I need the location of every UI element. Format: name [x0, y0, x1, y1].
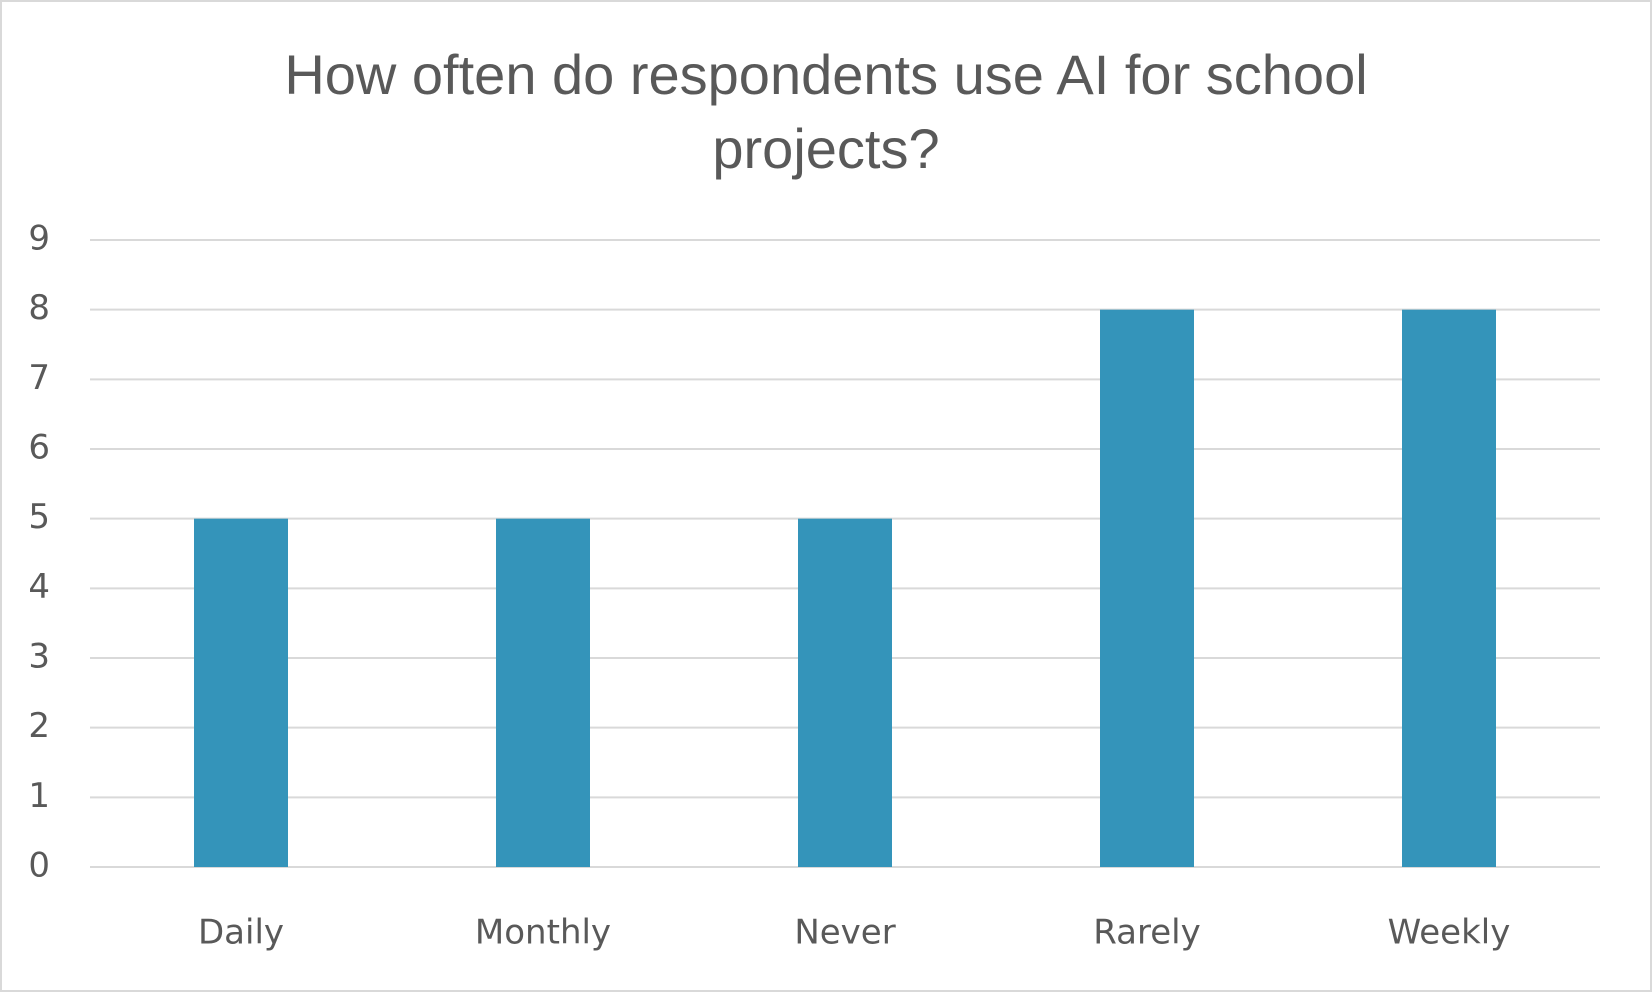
bar [496, 518, 590, 867]
y-tick-label: 4 [28, 567, 50, 607]
y-tick-label: 5 [28, 497, 50, 537]
y-tick-label: 2 [28, 706, 50, 746]
bar [194, 518, 288, 867]
x-tick-label: Monthly [475, 913, 611, 953]
bar [1100, 309, 1194, 868]
bar [798, 518, 892, 867]
x-tick-label: Rarely [1093, 913, 1200, 953]
chart-title: How often do respondents use AI for scho… [284, 43, 1368, 180]
y-tick-label: 6 [28, 428, 50, 468]
y-tick-label: 8 [28, 288, 50, 328]
x-tick-label: Never [794, 913, 895, 953]
y-tick-label: 3 [28, 637, 50, 677]
bar [1402, 309, 1496, 868]
y-tick-label: 1 [28, 776, 50, 816]
x-tick-label: Daily [198, 913, 284, 953]
y-tick-label: 7 [28, 358, 50, 398]
y-tick-label: 9 [28, 219, 50, 259]
y-tick-label: 0 [28, 846, 50, 886]
x-tick-label: Weekly [1388, 913, 1511, 953]
